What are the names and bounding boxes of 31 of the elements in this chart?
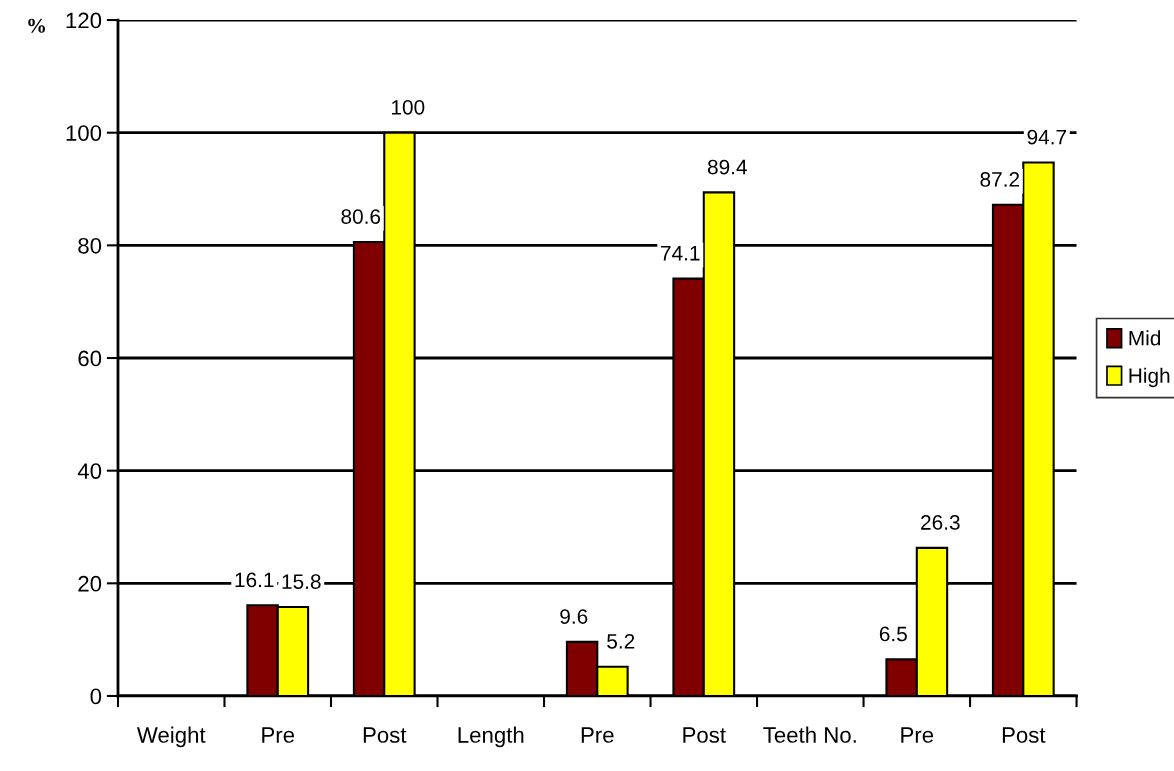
y-tick-label: 100 bbox=[66, 125, 102, 141]
x-tick-label: Weight bbox=[136, 726, 206, 748]
data-label: 89.4 bbox=[707, 159, 747, 175]
y-tick-label: 60 bbox=[78, 350, 102, 367]
data-label: 26.3 bbox=[921, 515, 960, 530]
data-label: 100 bbox=[391, 99, 425, 115]
y-tick-label: 80 bbox=[78, 237, 102, 254]
x-tick-label: Post bbox=[1002, 727, 1046, 743]
x-tick-label: Post bbox=[363, 727, 407, 743]
y-tick-label: 20 bbox=[78, 575, 102, 592]
x-tick-label: Pre bbox=[901, 727, 934, 743]
data-label: 94.7 bbox=[1027, 129, 1067, 145]
x-tick-label: Pre bbox=[581, 727, 614, 743]
data-label: 87.2 bbox=[980, 172, 1020, 187]
y-tick-label: 40 bbox=[77, 463, 102, 479]
x-tick-label: Post bbox=[683, 727, 726, 743]
y-tick-label: 0 bbox=[90, 688, 102, 705]
legend-label: High bbox=[1129, 367, 1170, 388]
x-tick-label: Length bbox=[458, 726, 524, 748]
data-label: 74.1 bbox=[661, 246, 700, 261]
data-label: 80.6 bbox=[341, 209, 381, 224]
y-tick-label: 120 bbox=[66, 12, 102, 29]
data-label: 5.2 bbox=[607, 633, 635, 649]
x-tick-label: Pre bbox=[262, 727, 295, 743]
x-tick-label: Teeth No. bbox=[763, 726, 856, 743]
y-axis-title: % bbox=[28, 18, 45, 33]
data-label: 15.8 bbox=[282, 574, 321, 589]
legend-label: Mid bbox=[1129, 330, 1161, 346]
data-label: 9.6 bbox=[560, 609, 588, 624]
data-label: 16.1 bbox=[235, 572, 274, 588]
data-label: 6.5 bbox=[879, 626, 907, 642]
